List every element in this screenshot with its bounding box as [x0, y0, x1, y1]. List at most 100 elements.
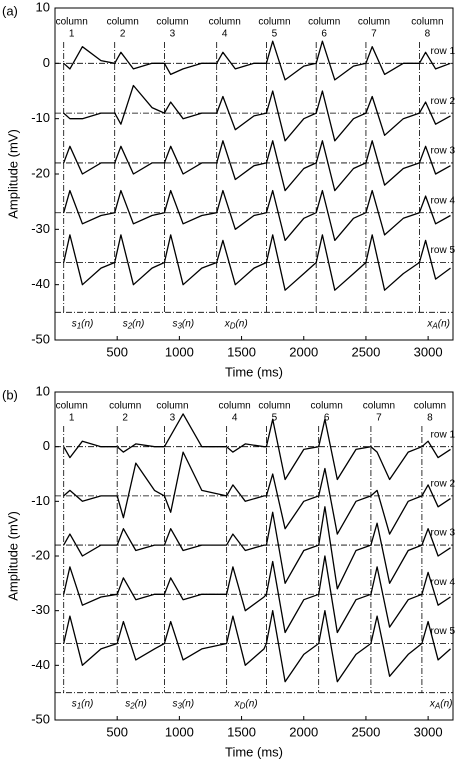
y-tick-label: -10: [31, 493, 50, 508]
x-tick-label: 500: [106, 724, 128, 739]
row-label: row 2: [431, 96, 456, 107]
column-label: column: [258, 401, 290, 412]
signal-tail: (n): [438, 318, 450, 329]
x-tick-label: 1500: [227, 344, 256, 359]
column-number: 8: [427, 413, 433, 424]
column-number: 4: [222, 29, 228, 40]
column-number: 3: [170, 413, 176, 424]
signal-label: xA(n): [426, 318, 450, 330]
signal-sub: 2: [127, 321, 133, 330]
signal-tail: (n): [135, 698, 147, 709]
signal-main: x: [426, 318, 433, 329]
y-tick-label: -20: [31, 165, 50, 180]
row-label: row 4: [431, 195, 456, 206]
signal-tail: (n): [81, 318, 93, 329]
row-label: row 5: [431, 626, 456, 637]
signal-main: x: [234, 698, 241, 709]
column-label: column: [56, 401, 88, 412]
x-tick-label: 3000: [414, 724, 443, 739]
column-number: 1: [69, 29, 75, 40]
signal-sub: 2: [129, 702, 135, 711]
x-axis-label: Time (ms): [225, 364, 283, 379]
row-label: row 1: [431, 46, 456, 57]
column-label: column: [411, 17, 443, 28]
column-number: 2: [120, 29, 126, 40]
y-axis-label: Amplitude (mV): [5, 511, 20, 601]
signal-main: s: [172, 318, 177, 329]
signal-label: s3(n): [172, 698, 194, 710]
signal-sub: 1: [77, 321, 81, 330]
x-tick-label: 1000: [165, 724, 194, 739]
column-number: 8: [425, 29, 431, 40]
signal-label: s1(n): [72, 698, 94, 710]
row-label: row 4: [431, 577, 456, 588]
waveform: [63, 189, 451, 242]
column-number: 7: [376, 413, 382, 424]
waveform: [63, 234, 451, 291]
signal-tail: (n): [182, 698, 194, 709]
column-number: 4: [232, 413, 238, 424]
signal-main: s: [125, 698, 130, 709]
waveform: [63, 84, 451, 142]
panel-label: (b): [2, 387, 18, 402]
column-number: 6: [321, 29, 327, 40]
y-tick-label: -40: [31, 276, 50, 291]
signal-sub: 3: [177, 321, 182, 330]
row-label: row 1: [431, 429, 456, 440]
signal-tail: (n): [235, 318, 247, 329]
signal-main: s: [123, 318, 128, 329]
waveform: [63, 413, 451, 481]
column-number: 3: [170, 29, 176, 40]
column-label: column: [258, 17, 290, 28]
plot-frame: [54, 391, 454, 721]
x-tick-label: 1000: [165, 344, 194, 359]
signal-main: x: [429, 698, 436, 709]
column-label: column: [358, 17, 390, 28]
row-label: row 3: [431, 528, 456, 539]
y-tick-label: 0: [43, 55, 50, 70]
signal-tail: (n): [182, 318, 194, 329]
signal-sub: A: [431, 321, 437, 330]
column-number: 6: [324, 413, 330, 424]
y-tick-label: 10: [36, 0, 50, 14]
column-label: column: [156, 401, 188, 412]
column-number: 5: [272, 29, 278, 40]
y-tick-label: -20: [31, 547, 50, 562]
row-label: row 2: [431, 479, 456, 490]
signal-main: x: [224, 318, 231, 329]
signal-label: xA(n): [429, 698, 453, 710]
x-tick-label: 2000: [289, 344, 318, 359]
signal-sub: 3: [177, 702, 182, 711]
y-tick-label: -40: [31, 657, 50, 672]
waveform: [63, 40, 451, 81]
x-tick-label: 2500: [351, 344, 380, 359]
column-number: 2: [122, 413, 128, 424]
signal-sub: 1: [77, 702, 81, 711]
signal-label: s2(n): [125, 698, 147, 710]
x-axis-label: Time (ms): [225, 744, 283, 759]
panel-label: (a): [2, 3, 18, 18]
x-tick-label: 1500: [227, 724, 256, 739]
column-label: column: [109, 401, 141, 412]
y-axis-label: Amplitude (mV): [5, 129, 20, 219]
column-label: column: [156, 17, 188, 28]
y-tick-label: -10: [31, 110, 50, 125]
column-label: column: [107, 17, 139, 28]
signal-sub: D: [240, 702, 246, 711]
y-tick-label: -30: [31, 602, 50, 617]
column-number: 1: [69, 413, 75, 424]
signal-main: s: [72, 698, 77, 709]
column-label: column: [56, 17, 88, 28]
signal-sub: D: [230, 321, 236, 330]
column-label: column: [308, 17, 340, 28]
waveform: [63, 451, 451, 535]
y-tick-label: 0: [43, 438, 50, 453]
column-number: 7: [371, 29, 377, 40]
signal-tail: (n): [245, 698, 257, 709]
x-tick-label: 500: [106, 344, 128, 359]
y-tick-label: -30: [31, 221, 50, 236]
y-tick-label: -50: [31, 331, 50, 346]
waveform: [63, 610, 451, 683]
